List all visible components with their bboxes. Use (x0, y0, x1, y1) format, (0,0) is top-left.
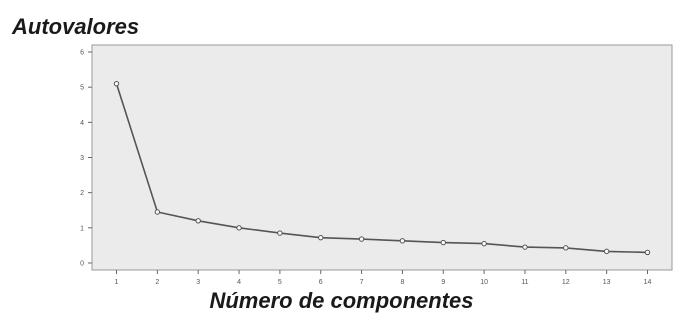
x-tick-label: 13 (603, 279, 611, 286)
data-point (358, 236, 365, 242)
data-point (481, 240, 487, 247)
y-axis: 0 1 2 3 4 5 6 (80, 50, 92, 267)
x-tick-label: 14 (644, 279, 652, 286)
chart-title: Autovalores (12, 14, 140, 39)
data-point (236, 225, 242, 231)
data-point (603, 248, 610, 255)
x-tick-label: 3 (196, 279, 200, 286)
data-point (563, 245, 569, 251)
y-tick-label: 2 (80, 190, 84, 197)
y-tick-label: 5 (80, 85, 84, 92)
y-tick-label: 6 (80, 50, 84, 57)
data-point (113, 80, 120, 87)
x-axis: 1 2 3 4 5 6 7 8 9 10 11 12 13 14 (115, 270, 652, 286)
data-point (318, 234, 324, 241)
y-tick-label: 3 (80, 155, 84, 162)
x-tick-label: 10 (480, 279, 488, 286)
y-tick-label: 4 (80, 120, 84, 127)
x-tick-label: 12 (562, 279, 570, 286)
y-tick-label: 1 (80, 225, 84, 232)
x-tick-label: 6 (319, 279, 323, 286)
x-tick-label: 11 (521, 279, 528, 286)
data-point (399, 238, 406, 244)
plot-area (91, 44, 673, 271)
x-tick-label: 9 (441, 279, 445, 286)
data-point (154, 209, 161, 215)
data-point (277, 230, 283, 236)
x-tick-label: 1 (115, 279, 119, 286)
x-tick-label: 8 (400, 279, 404, 286)
y-tick-label: 0 (80, 260, 84, 267)
data-point (440, 239, 446, 246)
data-point (195, 218, 201, 224)
x-axis-label: Número de componentes (209, 288, 474, 313)
x-tick-label: 5 (278, 279, 282, 286)
x-tick-label: 7 (360, 279, 364, 286)
x-tick-label: 2 (155, 279, 159, 286)
data-point (522, 244, 528, 250)
data-point (644, 249, 651, 256)
x-tick-label: 4 (237, 279, 241, 286)
series-line (115, 83, 648, 254)
data-points (113, 80, 651, 256)
